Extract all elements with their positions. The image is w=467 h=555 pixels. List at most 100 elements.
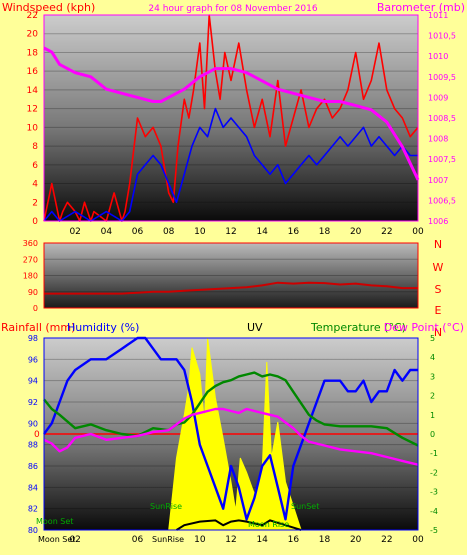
barometer-tick: 1009,5 [428, 73, 456, 82]
windspeed-tick: 18 [27, 48, 39, 58]
direction-tick-labels: 0 90 180 270 360 [23, 239, 38, 313]
barometer-tick: 1010,5 [428, 32, 456, 41]
humidity-tick: 98 [28, 334, 38, 343]
windspeed-tick: 22 [27, 11, 38, 21]
wind-panel-grid [44, 33, 418, 203]
humidity-panel-border [43, 337, 419, 531]
temperature-tick: -3 [430, 488, 438, 497]
time-tick: 14 [256, 227, 268, 237]
dewpoint-axis-label: Dew Point (°C) [384, 321, 464, 334]
series-line-temperature [43, 371, 419, 447]
compass-label: N [434, 238, 442, 251]
time-tick: 04 [101, 227, 113, 237]
humidity-tick: 82 [28, 505, 38, 514]
humidity-tick: 90 [28, 419, 38, 428]
series-area-uv [168, 337, 302, 531]
barometer-tick: 1008 [428, 135, 448, 144]
direction-tick: 270 [23, 255, 38, 264]
series-line-humidity [43, 336, 418, 521]
compass-label: S [435, 283, 442, 296]
series-line-wind-direction [44, 281, 418, 295]
rainfall-axis-label: Rainfall (mm) [1, 321, 75, 334]
direction-tick: 90 [28, 288, 38, 297]
direction-panel-grid [44, 258, 418, 293]
time-tick: 20 [350, 227, 362, 237]
barometer-axis-label: Barometer (mb) [377, 1, 465, 14]
barometer-tick: 1009 [428, 93, 448, 102]
direction-tick: 180 [23, 272, 38, 281]
humidity-tick: 96 [28, 355, 38, 364]
direction-panel-border [43, 242, 419, 309]
time-tick: 20 [350, 535, 362, 545]
barometer-tick: 1008,5 [428, 114, 456, 123]
barometer-tick: 1006 [428, 217, 448, 226]
time-tick: 18 [319, 535, 331, 545]
wind-series [43, 14, 420, 222]
barometer-tick-labels: 1006 1006,5 1007 1007,5 1008 1008,5 1009 1009,5… [428, 11, 456, 226]
time-tick: 22 [381, 535, 392, 545]
temperature-tick: -5 [430, 526, 438, 535]
time-tick: 22 [381, 227, 392, 237]
time-tick: 18 [319, 227, 331, 237]
windspeed-tick: 2 [32, 198, 38, 208]
windspeed-tick: 14 [27, 86, 39, 96]
barometer-tick: 1006,5 [428, 196, 456, 205]
windspeed-tick-labels: 0 2 4 6 8 10 12 14 16 18 20 22 [27, 11, 39, 227]
sunset-annotation: SunSet [291, 502, 319, 511]
moon-set-annotation: Moon Set [36, 517, 73, 526]
windspeed-tick: 4 [32, 180, 38, 190]
barometer-tick: 1007,5 [428, 155, 456, 164]
zero-marker-label: 0 [34, 430, 40, 440]
time-tick: 12 [225, 535, 236, 545]
time-tick: 10 [194, 535, 206, 545]
temperature-tick: 3 [430, 372, 435, 381]
windspeed-tick: 20 [27, 30, 39, 40]
direction-panel-background [44, 243, 418, 308]
humidity-tick: 88 [28, 441, 38, 450]
moon-set-bottom-label: Moon Set [38, 535, 75, 544]
temperature-tick: 2 [430, 392, 435, 401]
temperature-tick: 0 [430, 430, 435, 439]
humidity-tick: 86 [28, 462, 38, 471]
barometer-tick: 1007 [428, 176, 448, 185]
compass-label: E [435, 304, 442, 317]
windspeed-tick: 8 [32, 142, 38, 152]
humidity-tick-labels: 80 82 84 86 88 90 92 94 96 98 [28, 334, 38, 535]
time-tick: 00 [412, 227, 424, 237]
time-tick: 06 [132, 227, 144, 237]
windspeed-tick: 10 [27, 123, 39, 133]
series-line-wind-gust [43, 14, 419, 222]
humidity-tick: 80 [28, 526, 38, 535]
temperature-tick: 1 [430, 411, 435, 420]
humidity-axis-label: Humidity (%) [67, 321, 139, 334]
uv-axis-label: UV [247, 321, 263, 334]
temperature-tick: 4 [430, 353, 435, 362]
compass-label: N [434, 326, 442, 339]
moon-rise-annotation: Moon Rise [248, 520, 289, 529]
temperature-tick-labels: -5 -4 -3 -2 -1 0 1 2 3 4 5 [430, 334, 438, 535]
sunrise-annotation: SunRise [150, 502, 182, 511]
wind-panel-border [43, 14, 419, 222]
series-line-solar [175, 519, 302, 531]
time-tick: 06 [132, 535, 144, 545]
temperature-axis-label: Temperature (°C) [310, 321, 406, 334]
temperature-tick: 5 [430, 334, 435, 343]
humidity-tick: 94 [28, 377, 38, 386]
humidity-tick: 92 [28, 398, 38, 407]
direction-tick: 0 [33, 304, 38, 313]
series-line-dew-point [43, 407, 419, 466]
time-tick: 02 [69, 535, 80, 545]
time-tick: 00 [412, 535, 424, 545]
windspeed-tick: 0 [32, 217, 38, 227]
time-tick: 10 [194, 227, 206, 237]
temperature-tick: -2 [430, 468, 438, 477]
time-tick-labels-top: 02 04 06 08 10 12 14 16 18 20 22 00 [69, 227, 424, 237]
sunrise-bottom-label: SunRise [152, 535, 184, 544]
humidity-tick: 84 [28, 483, 38, 492]
windspeed-tick: 16 [27, 67, 39, 77]
time-tick: 08 [163, 227, 175, 237]
barometer-tick: 1011 [428, 11, 448, 20]
